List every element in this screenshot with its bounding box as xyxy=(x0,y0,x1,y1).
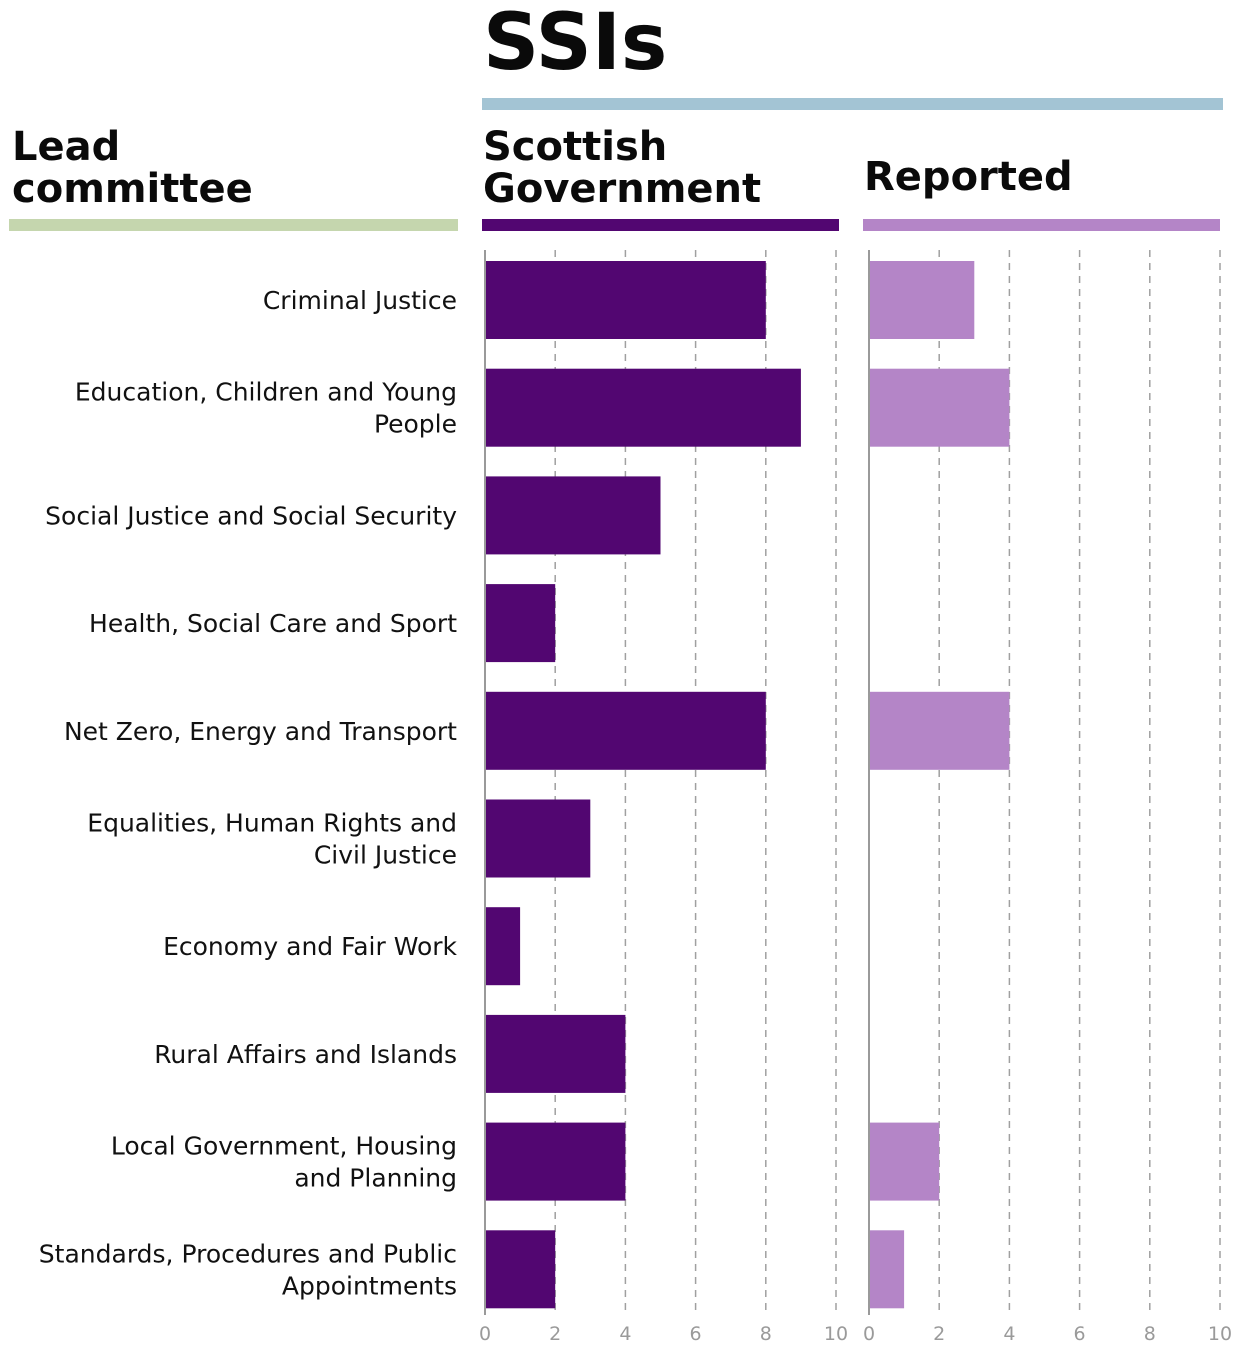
government-bar xyxy=(485,476,661,555)
government-bar xyxy=(485,368,801,447)
category-label: Rural Affairs and Islands xyxy=(154,1040,457,1069)
government-bar xyxy=(485,907,521,986)
main-title: SSIs xyxy=(483,0,668,88)
government-tick-label: 0 xyxy=(479,1323,491,1345)
category-label: and Planning xyxy=(294,1164,457,1193)
lead-committee-header: Lead committee xyxy=(12,126,253,210)
reported-rule xyxy=(863,219,1220,231)
category-label: Net Zero, Energy and Transport xyxy=(64,717,457,746)
reported-tick-label: 6 xyxy=(1074,1323,1086,1345)
reported-bar xyxy=(869,261,975,339)
scottish-government-header-line1: Scottish xyxy=(483,124,668,170)
government-bar xyxy=(485,799,591,878)
category-label: Civil Justice xyxy=(314,841,457,870)
reported-tick-label: 4 xyxy=(1003,1323,1015,1345)
reported-tick-label: 10 xyxy=(1208,1323,1232,1345)
main-title-rule xyxy=(482,98,1223,110)
category-label: Education, Children and Young xyxy=(75,378,457,407)
reported-tick-label: 8 xyxy=(1144,1323,1156,1345)
government-tick-label: 4 xyxy=(619,1323,631,1345)
lead-committee-header-line2: committee xyxy=(12,166,253,212)
government-bar xyxy=(485,691,766,770)
reported-bar xyxy=(869,1122,940,1201)
government-bar xyxy=(485,261,766,339)
scottish-government-header: Scottish Government xyxy=(483,126,761,210)
lead-committee-rule xyxy=(9,219,458,231)
category-label: Social Justice and Social Security xyxy=(45,501,457,530)
government-tick-label: 8 xyxy=(760,1323,772,1345)
reported-bar xyxy=(869,1230,905,1309)
government-bar xyxy=(485,1122,626,1201)
government-bar xyxy=(485,1230,556,1309)
lead-committee-header-line1: Lead xyxy=(12,124,121,170)
reported-header: Reported xyxy=(864,154,1073,200)
scottish-government-rule xyxy=(482,219,839,231)
reported-bar xyxy=(869,368,1010,447)
category-label: Health, Social Care and Sport xyxy=(89,609,457,638)
reported-bar xyxy=(869,691,1010,770)
reported-tick-label: 2 xyxy=(933,1323,945,1345)
scottish-government-header-line2: Government xyxy=(483,166,762,212)
category-label: People xyxy=(374,410,457,439)
category-label: Standards, Procedures and Public xyxy=(39,1239,457,1268)
government-bar xyxy=(485,1014,626,1093)
category-label: Local Government, Housing xyxy=(111,1132,457,1161)
category-label: Equalities, Human Rights and xyxy=(87,809,457,838)
government-tick-label: 10 xyxy=(824,1323,848,1345)
category-label: Criminal Justice xyxy=(263,286,457,315)
reported-tick-label: 0 xyxy=(863,1323,875,1345)
category-label: Economy and Fair Work xyxy=(163,932,457,961)
government-tick-label: 2 xyxy=(549,1323,561,1345)
category-label: Appointments xyxy=(282,1271,457,1300)
government-bar xyxy=(485,584,556,663)
government-tick-label: 6 xyxy=(690,1323,702,1345)
